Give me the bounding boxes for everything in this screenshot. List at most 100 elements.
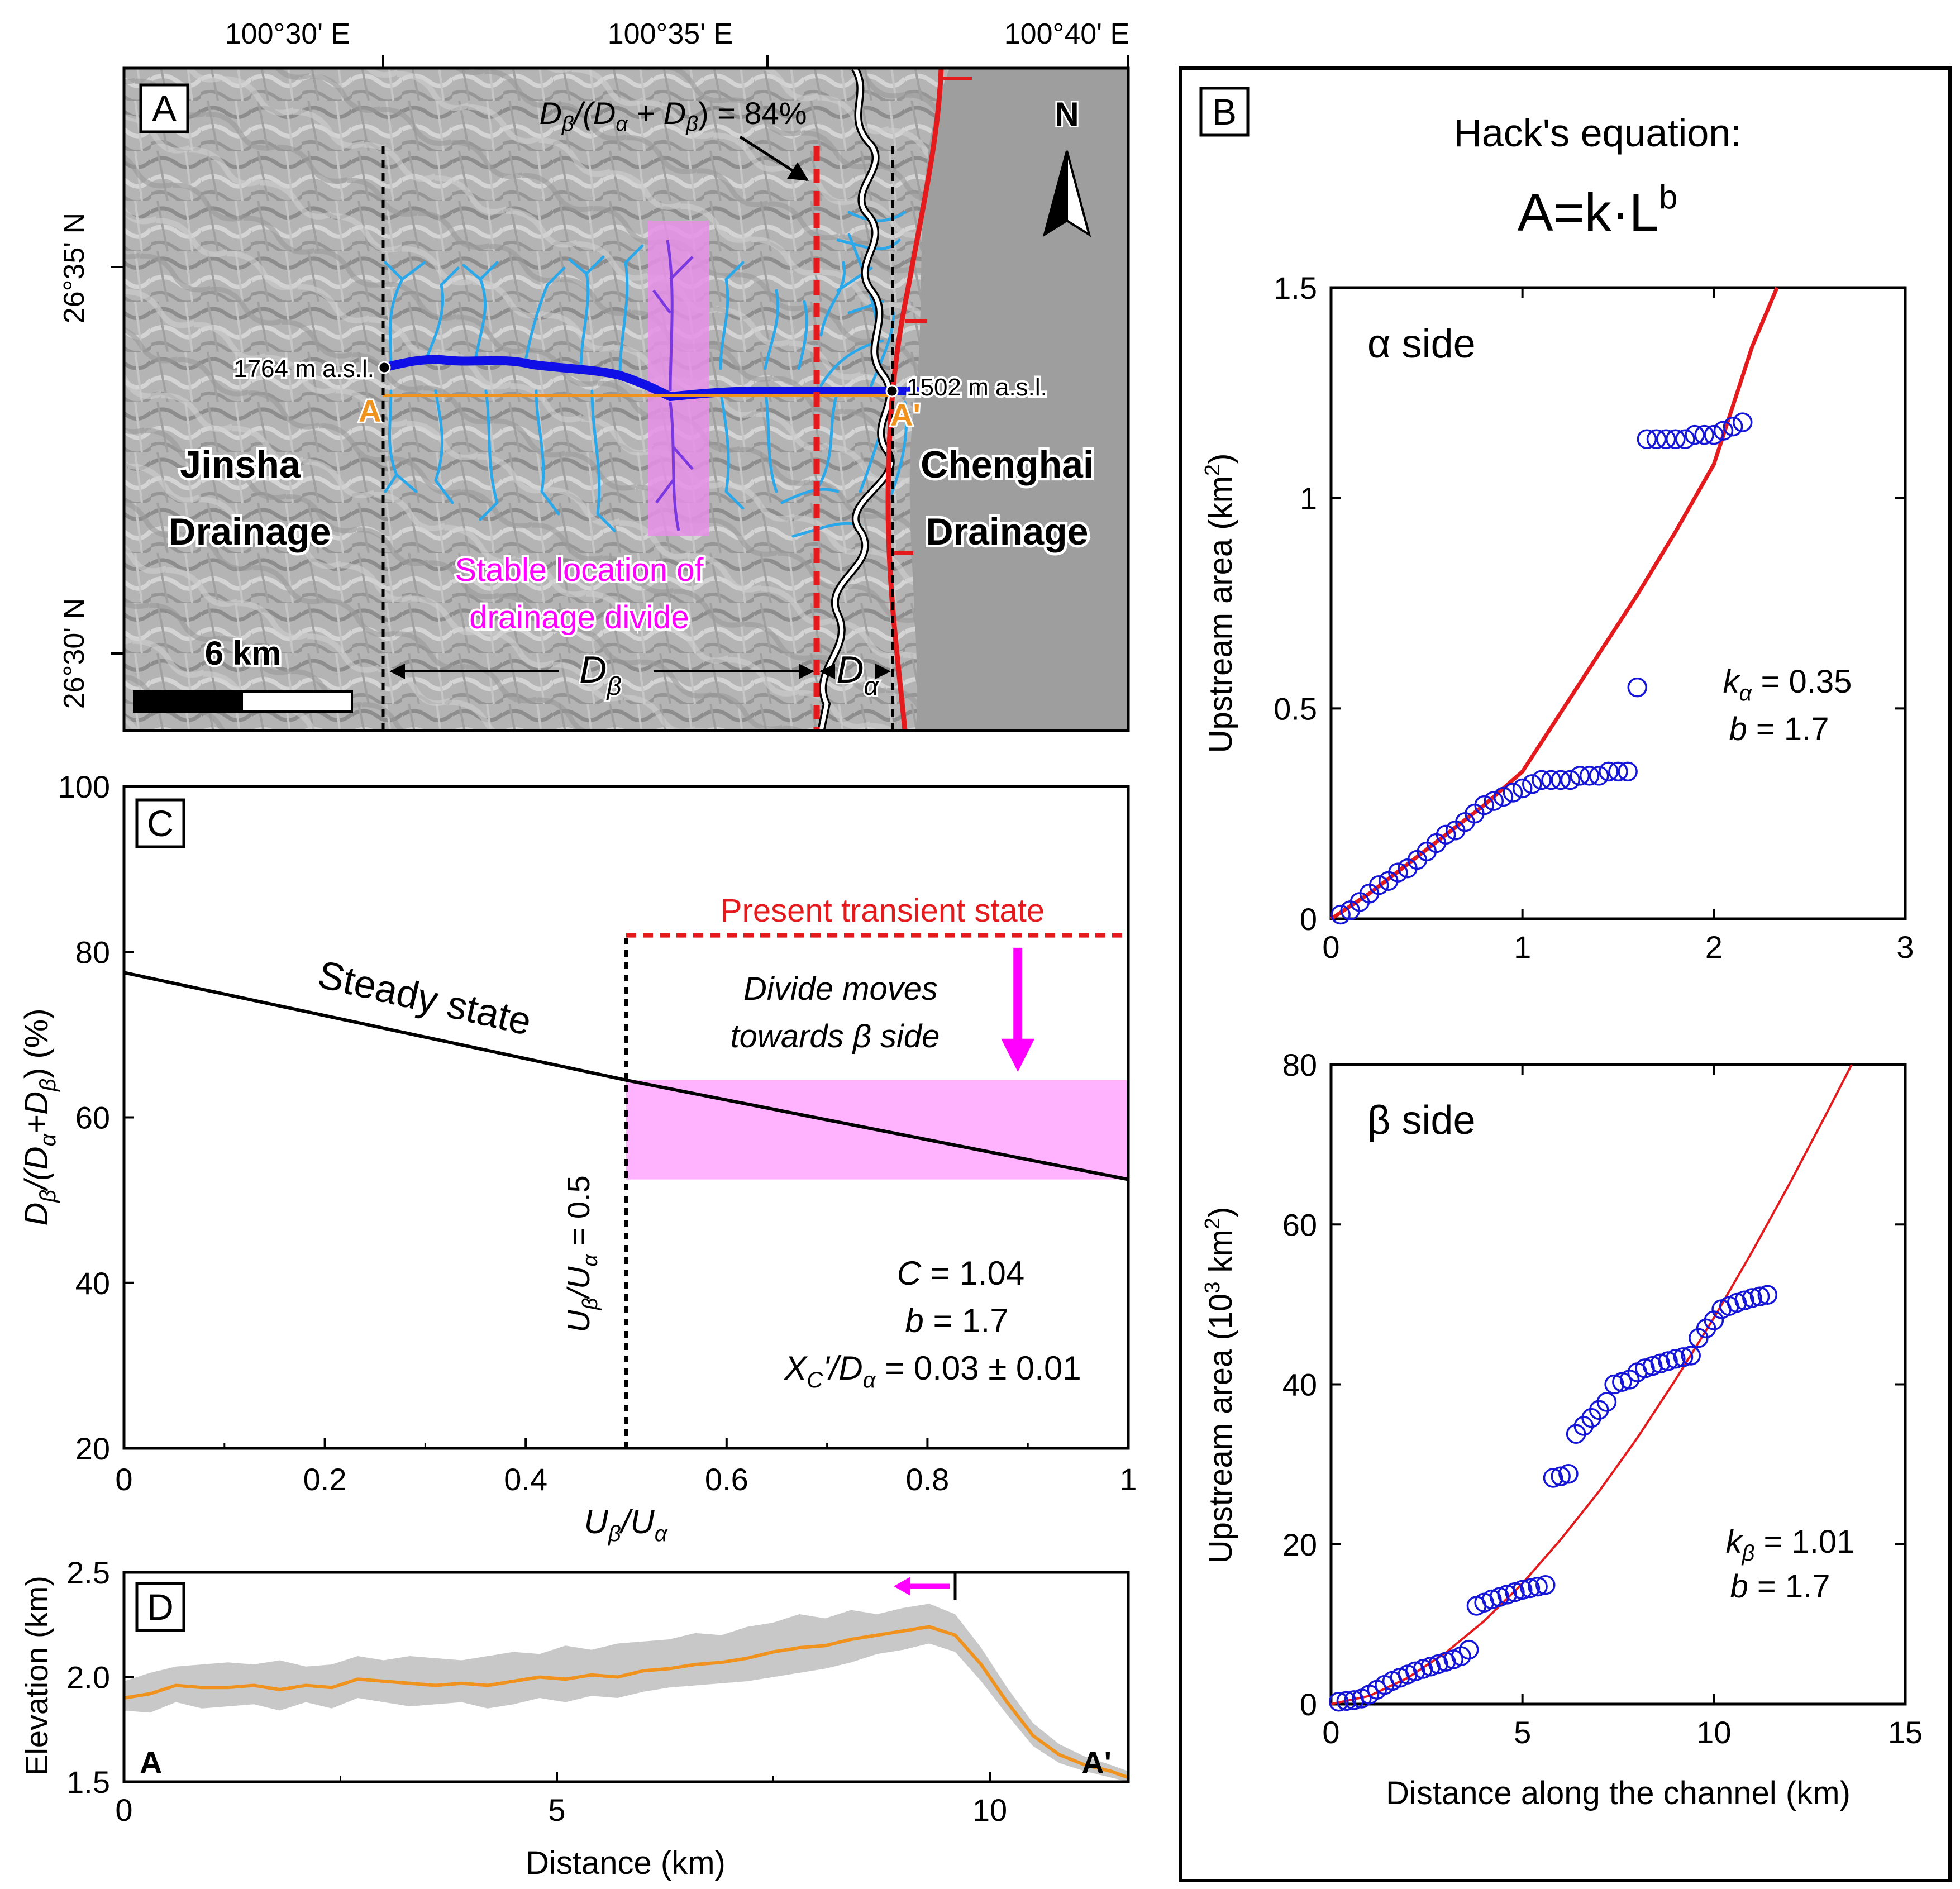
c-param-b: b = 1.7 <box>905 1302 1008 1339</box>
c-param-x: XC'/Dα = 0.03 ± 0.01 <box>783 1349 1081 1392</box>
d-xtick-label: 0 <box>115 1792 132 1828</box>
top-lon-label: 100°40' E <box>1004 18 1129 50</box>
alpha-data-point <box>1666 429 1686 449</box>
alpha-ytick-label: 0.5 <box>1274 691 1317 726</box>
c-xlabel: Uβ/Uα <box>584 1503 667 1546</box>
map-frame <box>122 66 1130 732</box>
panel-label-d: D <box>147 1586 174 1628</box>
alpha-data-point <box>1474 795 1494 815</box>
alpha-data-point <box>1618 761 1638 782</box>
hack-equation-exponent: b <box>1659 178 1677 216</box>
alpha-ylabel: Upstream area (km2) <box>1201 454 1239 753</box>
alpha-data-point <box>1560 770 1581 790</box>
d-xlabel: Distance (km) <box>526 1845 726 1881</box>
divide-moves-label: Divide moves <box>743 971 938 1007</box>
beta-xtick-label: 15 <box>1888 1715 1923 1750</box>
panel-b-frame <box>1179 66 1952 1882</box>
stable-location-label: Stable location of <box>455 552 704 588</box>
tributaries <box>384 211 907 538</box>
d-ytick-label: 1.5 <box>66 1764 110 1800</box>
beta-data-point <box>1681 1346 1701 1366</box>
elevation-envelope <box>124 1604 1128 1782</box>
d-xtick-label: 5 <box>548 1792 565 1828</box>
west-drainage-label: Jinsha <box>180 443 301 486</box>
c-param-c: C = 1.04 <box>897 1254 1025 1292</box>
divide-ratio-label: Dβ/(Dα + Dβ) = 84% <box>539 96 807 136</box>
c-ytick-label: 100 <box>58 769 110 804</box>
hack-equation-body: A=k·L <box>1518 183 1659 242</box>
beta-ytick-label: 80 <box>1282 1047 1317 1082</box>
alpha-data-point <box>1694 424 1714 445</box>
alpha-data-point <box>1551 770 1571 790</box>
c-ytick-label: 60 <box>75 1100 110 1136</box>
beta-data-point <box>1673 1347 1694 1367</box>
chenghai-basin <box>909 68 1128 731</box>
elev-right-label: 1502 m a.s.l. <box>907 374 1047 401</box>
alpha-data-point <box>1503 783 1523 803</box>
alpha-data-point <box>1646 429 1667 449</box>
alpha-xtick-label: 1 <box>1514 929 1531 965</box>
top-lon-label: 100°30' E <box>225 18 350 50</box>
c-xtick-label: 1 <box>1119 1462 1137 1497</box>
point-a-prime-label: A' <box>890 397 921 432</box>
alpha-data-point <box>1532 770 1552 790</box>
beta-data-point <box>1543 1468 1563 1488</box>
beta-data-point <box>1757 1285 1778 1305</box>
alpha-fit-line <box>1330 287 1779 920</box>
c-xtick-label: 0 <box>115 1462 132 1497</box>
main-channel <box>380 355 921 402</box>
beta-xtick-label: 0 <box>1322 1715 1339 1750</box>
c-ytick-label: 20 <box>75 1431 110 1466</box>
alpha-data-point <box>1330 904 1351 925</box>
scale-bar-label: 6 km <box>205 635 282 672</box>
alpha-data-point <box>1732 412 1753 432</box>
beta-data-point <box>1328 1691 1349 1712</box>
beta-ytick-label: 0 <box>1300 1687 1317 1722</box>
alpha-data-point <box>1512 778 1533 799</box>
d-xtick-label: 10 <box>972 1792 1007 1828</box>
beta-title: β side <box>1367 1098 1476 1143</box>
d-ylabel: Elevation (km) <box>19 1576 54 1776</box>
alpha-xtick-label: 2 <box>1705 929 1723 965</box>
c-ylabel: Dβ/(Dα+Dβ) (%) <box>18 1008 60 1225</box>
beta-data-point <box>1336 1691 1357 1711</box>
d-point-a: A <box>140 1745 162 1780</box>
d-ytick-label: 2.5 <box>66 1555 110 1590</box>
alpha-side-plot: α side Upstream area (km2) kα = 0.35 b =… <box>1201 270 1914 965</box>
c-xtick-label: 0.2 <box>303 1462 347 1497</box>
alpha-ytick-label: 0 <box>1300 901 1317 937</box>
c-ytick-label: 80 <box>75 934 110 970</box>
beta-xtick-label: 10 <box>1696 1715 1731 1750</box>
alpha-data-point <box>1541 770 1561 790</box>
alpha-data-point <box>1608 761 1628 782</box>
alpha-data-point <box>1723 416 1743 437</box>
panel-d-frame <box>122 1571 1130 1783</box>
west-drainage-label: Drainage <box>169 511 331 553</box>
alpha-title: α side <box>1367 322 1476 366</box>
beta-ytick-label: 60 <box>1282 1207 1317 1242</box>
panel-c: 0 0.2 0.4 0.6 0.8 1 20 40 60 80 100 C Present tran… <box>18 769 1137 1546</box>
alpha-b-annotation: b = 1.7 <box>1729 711 1829 747</box>
alpha-data-point <box>1522 774 1542 794</box>
beta-data-point <box>1558 1464 1579 1484</box>
stable-divide-band <box>648 221 709 536</box>
panel-a: 100°30' E 100°35' E 100°40' E 26°35' N 2… <box>58 18 1130 732</box>
panel-label-b: B <box>1212 91 1237 132</box>
divide-shift-arrowhead <box>1001 1038 1035 1072</box>
beta-side-plot: β side Upstream area (103 km2) kβ = 1.01… <box>1201 1047 1923 1750</box>
d-point-a-prime: A' <box>1081 1745 1112 1780</box>
panel-b-xlabel: Distance along the channel (km) <box>1386 1775 1851 1811</box>
north-label: N <box>1055 96 1079 133</box>
alpha-data-point <box>1637 429 1657 449</box>
c-vline-label: Uβ/Uα = 0.5 <box>561 1175 602 1333</box>
beta-b-annotation: b = 1.7 <box>1730 1568 1830 1605</box>
divide-migration-arrowhead <box>894 1577 910 1596</box>
beta-k-annotation: kβ = 1.01 <box>1726 1524 1855 1566</box>
beta-data-point <box>1749 1286 1770 1306</box>
left-lat-label: 26°35' N <box>58 213 90 323</box>
alpha-k-annotation: kα = 0.35 <box>1723 664 1852 705</box>
beta-data-point <box>1619 1370 1640 1390</box>
mean-elevation-line <box>123 1625 1129 1780</box>
alpha-data-point <box>1589 766 1609 786</box>
